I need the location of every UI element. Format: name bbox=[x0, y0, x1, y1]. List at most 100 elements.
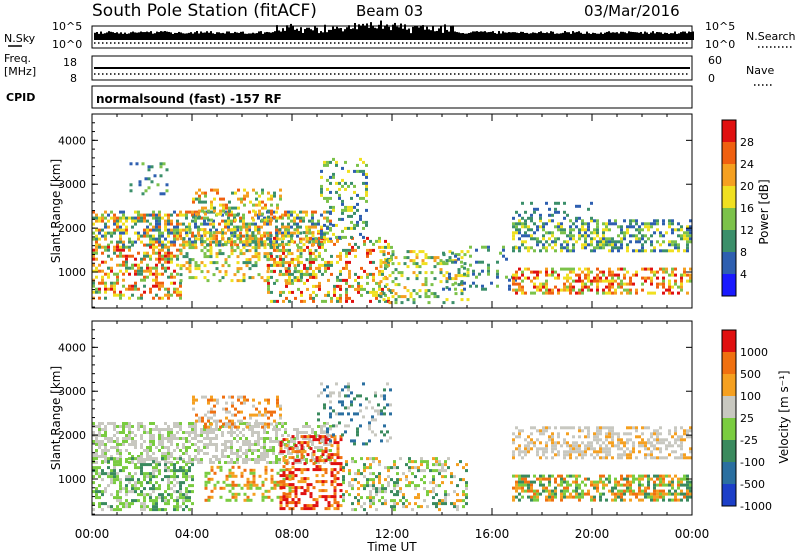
echo-cell bbox=[113, 446, 116, 449]
echo-cell bbox=[149, 481, 152, 485]
echo-cell bbox=[569, 249, 572, 253]
echo-cell bbox=[460, 292, 464, 296]
echo-cell bbox=[372, 278, 375, 282]
echo-cell bbox=[530, 237, 533, 241]
echo-cell bbox=[281, 261, 285, 265]
nsky-bar bbox=[498, 31, 500, 40]
echo-cell bbox=[629, 432, 632, 436]
echo-cell bbox=[270, 254, 273, 258]
echo-cell bbox=[263, 222, 266, 226]
echo-cell bbox=[302, 210, 305, 214]
echo-cell bbox=[143, 460, 146, 464]
echo-cell bbox=[384, 245, 387, 249]
echo-cell bbox=[233, 431, 236, 434]
echo-cell bbox=[188, 270, 192, 274]
echo-cell bbox=[321, 242, 324, 246]
echo-cell bbox=[362, 415, 365, 419]
echo-cell bbox=[255, 197, 258, 201]
echo-cell bbox=[213, 197, 216, 201]
echo-cell bbox=[350, 226, 353, 230]
echo-cell bbox=[445, 259, 449, 263]
echo-cell bbox=[143, 508, 146, 512]
echo-cell bbox=[689, 237, 692, 241]
echo-cell bbox=[161, 437, 164, 440]
echo-cell bbox=[299, 216, 302, 220]
echo-cell bbox=[453, 502, 456, 506]
echo-cell bbox=[415, 274, 419, 278]
echo-cell bbox=[242, 443, 245, 446]
echo-cell bbox=[527, 216, 530, 220]
echo-cell bbox=[167, 257, 170, 261]
echo-cell bbox=[674, 243, 677, 247]
echo-cell bbox=[397, 283, 401, 287]
echo-cell bbox=[281, 240, 284, 244]
echo-cell bbox=[149, 254, 152, 258]
echo-cell bbox=[542, 285, 545, 289]
echo-cell bbox=[98, 428, 101, 431]
echo-cell bbox=[581, 429, 584, 433]
echo-cell bbox=[435, 493, 438, 497]
echo-cell bbox=[98, 269, 101, 273]
echo-cell bbox=[300, 435, 304, 439]
echo-cell bbox=[318, 284, 321, 288]
echo-cell bbox=[188, 237, 191, 241]
echo-cell bbox=[167, 296, 170, 300]
echo-cell bbox=[243, 468, 247, 472]
echo-cell bbox=[134, 499, 137, 503]
echo-cell bbox=[515, 426, 518, 430]
nsky-bar bbox=[108, 31, 110, 40]
echo-cell bbox=[336, 278, 339, 282]
echo-cell bbox=[230, 249, 234, 253]
echo-cell bbox=[545, 231, 548, 235]
echo-cell bbox=[257, 443, 260, 446]
nsky-bar bbox=[438, 28, 440, 40]
echo-cell bbox=[590, 270, 593, 274]
echo-cell bbox=[282, 450, 286, 454]
echo-cell bbox=[317, 229, 320, 233]
echo-cell bbox=[164, 260, 167, 264]
echo-cell bbox=[213, 404, 216, 408]
nsky-bar bbox=[478, 31, 480, 40]
echo-cell bbox=[593, 228, 596, 232]
echo-cell bbox=[575, 279, 578, 283]
echo-cell bbox=[164, 251, 167, 255]
echo-cell bbox=[353, 412, 356, 416]
echo-cell bbox=[282, 507, 286, 511]
echo-cell bbox=[587, 273, 590, 277]
echo-cell bbox=[321, 272, 324, 276]
echo-cell bbox=[227, 455, 230, 458]
echo-cell bbox=[191, 240, 194, 244]
echo-cell bbox=[282, 456, 286, 460]
echo-cell bbox=[281, 434, 284, 437]
echo-cell bbox=[581, 243, 584, 247]
echo-cell bbox=[390, 245, 393, 249]
echo-cell bbox=[260, 455, 263, 458]
echo-cell bbox=[197, 231, 200, 235]
echo-cell bbox=[369, 251, 372, 255]
echo-cell bbox=[417, 469, 420, 473]
echo-cell bbox=[445, 280, 449, 284]
echo-cell bbox=[161, 240, 164, 244]
echo-cell bbox=[689, 279, 692, 283]
echo-cell bbox=[188, 460, 191, 464]
echo-cell bbox=[629, 225, 632, 229]
echo-cell bbox=[191, 258, 195, 262]
echo-cell bbox=[230, 458, 233, 461]
echo-cell bbox=[438, 469, 441, 473]
echo-cell bbox=[405, 478, 408, 482]
echo-cell bbox=[389, 388, 392, 392]
nsky-bar bbox=[622, 31, 624, 40]
echo-cell bbox=[448, 250, 452, 254]
echo-cell bbox=[153, 174, 157, 178]
echo-cell bbox=[290, 440, 293, 443]
echo-cell bbox=[372, 496, 375, 500]
echo-cell bbox=[95, 461, 98, 464]
echo-cell bbox=[632, 225, 635, 229]
echo-cell bbox=[345, 296, 348, 300]
echo-cell bbox=[335, 181, 338, 185]
echo-cell bbox=[116, 248, 119, 252]
echo-cell bbox=[143, 251, 146, 255]
nsky-bar bbox=[236, 32, 238, 40]
nsky-bar bbox=[316, 27, 318, 40]
echo-cell bbox=[272, 246, 276, 250]
